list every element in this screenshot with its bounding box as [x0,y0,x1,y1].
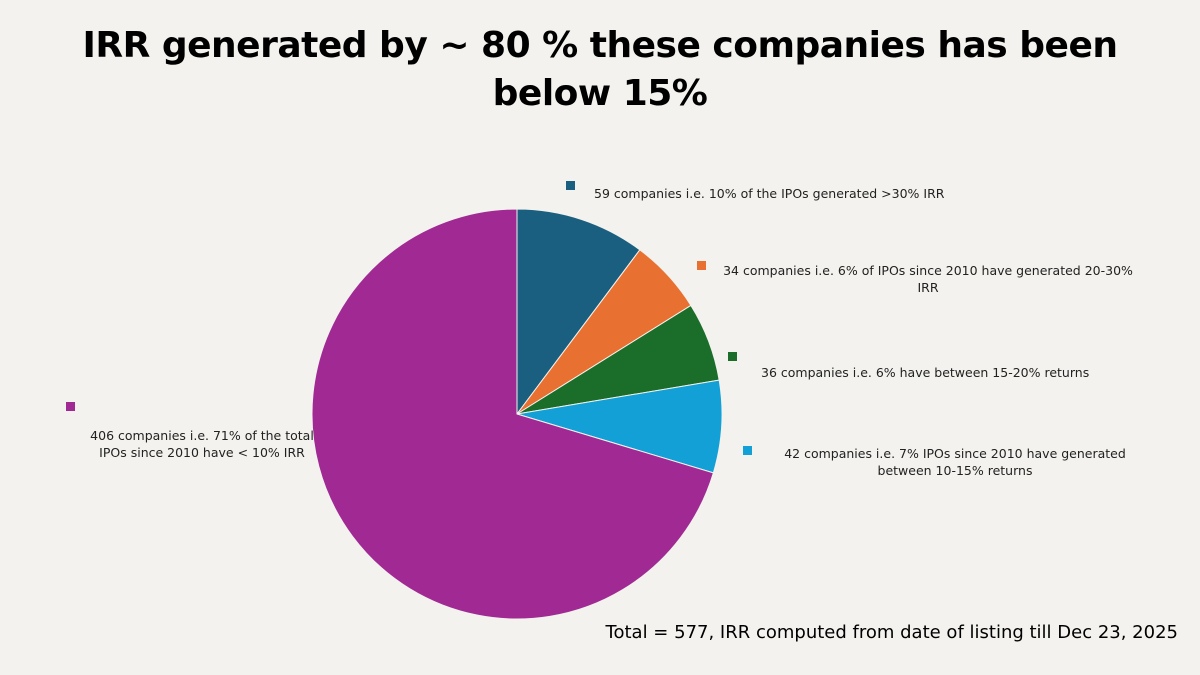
slice-label-0: 59 companies i.e. 10% of the IPOs genera… [594,186,945,201]
pie-slice-0 [516,208,641,416]
chart-title: IRR generated by ~ 80 % these companies … [82,25,1118,114]
slice-label-2: 36 companies i.e. 6% have between 15-20%… [761,365,1090,380]
footnote: Total = 577, IRR computed from date of l… [605,622,1178,643]
pie-slice-4 [311,208,714,620]
legend-marker-1 [697,261,706,270]
legend-marker-2 [728,352,737,361]
legend-marker-0 [566,181,575,190]
slice-label-4: 406 companies i.e. 71% of the total IPOs… [90,428,314,460]
slice-label-3: 42 companies i.e. 7% IPOs since 2010 hav… [784,446,1126,478]
slice-label-1: 34 companies i.e. 6% of IPOs since 2010 … [723,263,1133,295]
legend-marker-3 [743,446,752,455]
legend-marker-4 [66,402,75,411]
